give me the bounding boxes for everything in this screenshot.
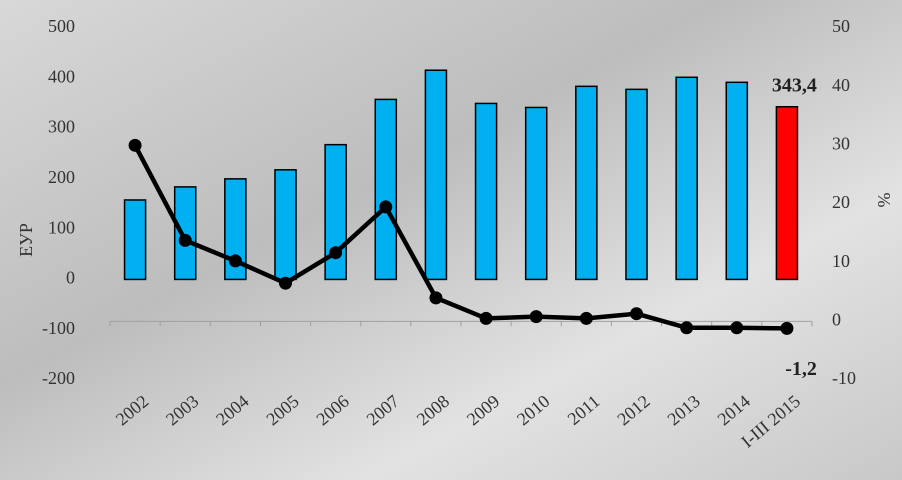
bar (424, 69, 448, 281)
y-tick-label: 300 (48, 117, 75, 137)
bar (725, 81, 749, 281)
line-marker (630, 307, 643, 321)
y2-tick-label: 50 (832, 16, 850, 36)
line-marker (279, 276, 292, 290)
line-marker (128, 138, 142, 152)
bar (474, 102, 498, 281)
line-marker (379, 200, 393, 214)
bar (524, 106, 548, 281)
bar (625, 88, 648, 281)
y-tick-label: -200 (42, 368, 75, 388)
line-marker (228, 254, 242, 268)
y-tick-label: 500 (48, 16, 75, 36)
y2-tick-label: 30 (832, 133, 850, 153)
y-tick-label: 0 (66, 268, 75, 288)
line-marker (579, 311, 593, 325)
y2-axis-title: % (874, 193, 894, 208)
bar (575, 85, 598, 281)
y2-tick-label: 10 (832, 251, 850, 271)
line-marker (680, 321, 694, 335)
y-axis-title: ЕУР (16, 223, 36, 257)
y-tick-label: 200 (48, 167, 75, 187)
y-tick-label: -100 (42, 318, 75, 338)
y2-tick-label: 0 (832, 309, 841, 329)
bar (123, 199, 147, 281)
line-marker (780, 321, 794, 335)
line-marker (529, 310, 543, 324)
bar (274, 169, 297, 281)
line-marker (429, 291, 443, 305)
bar (675, 76, 698, 281)
line-marker (479, 311, 493, 325)
y2-tick-label: 40 (832, 75, 850, 95)
value-label: -1,2 (785, 358, 817, 380)
bar (775, 105, 799, 281)
bar (224, 178, 247, 281)
y-tick-label: 100 (48, 217, 75, 237)
bar (173, 186, 197, 281)
y2-tick-label: -10 (832, 368, 856, 388)
line-marker (329, 246, 343, 260)
line (133, 144, 787, 331)
y-tick-label: 400 (48, 66, 75, 86)
value-label: 343,4 (772, 74, 817, 96)
line-marker (730, 321, 744, 335)
line-marker (178, 233, 192, 247)
y2-tick-label: 20 (832, 192, 850, 212)
bar (374, 98, 398, 281)
